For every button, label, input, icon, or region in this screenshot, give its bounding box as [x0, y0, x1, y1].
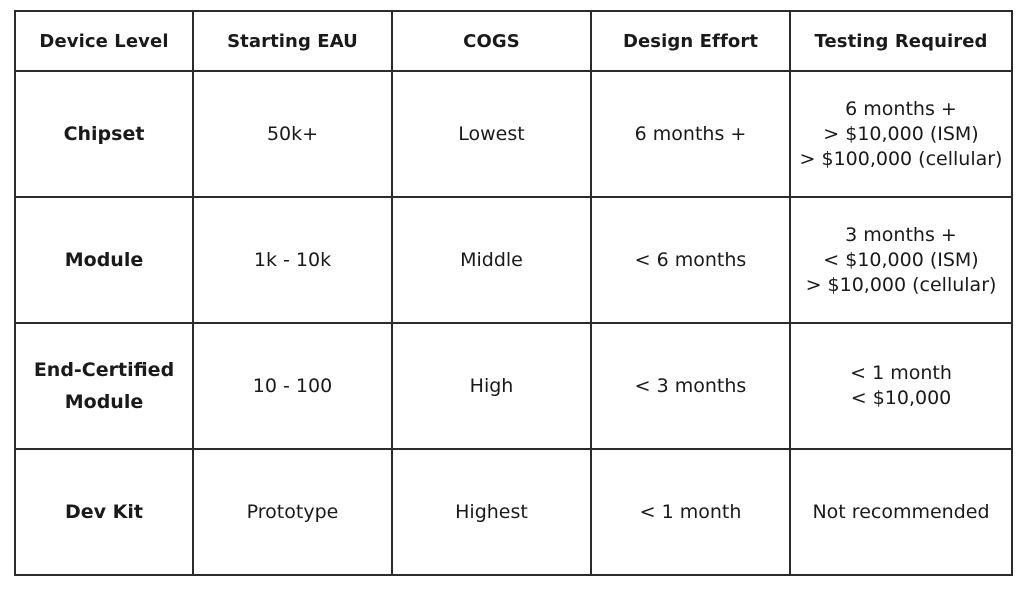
device-level-label: Chipset [63, 123, 145, 145]
device-level-label: Module [64, 249, 144, 271]
testing-required-cell: Not recommended [789, 448, 1013, 576]
device-level-cell: Dev Kit [14, 448, 194, 576]
testing-line: > $10,000 (ISM) [823, 122, 979, 145]
testing-line: < 1 month [850, 362, 952, 384]
comparison-table: Device Level Starting EAU COGS Design Ef… [14, 10, 1013, 576]
starting-eau-cell: Prototype [192, 448, 393, 576]
testing-line: < $10,000 [850, 387, 952, 409]
table-row: Module 1k - 10k Middle < 6 months 3 mont… [14, 196, 1013, 324]
header-design-effort: Design Effort [590, 10, 791, 72]
design-effort-cell: < 1 month [590, 448, 791, 576]
testing-line: < $10,000 (ISM) [823, 248, 979, 271]
testing-line: 3 months + [845, 223, 957, 246]
header-row: Device Level Starting EAU COGS Design Ef… [14, 10, 1013, 72]
header-testing-required: Testing Required [789, 10, 1013, 72]
cogs-cell: Highest [391, 448, 592, 576]
header-device-level: Device Level [14, 10, 194, 72]
testing-line: 6 months + [845, 97, 957, 120]
device-level-label: Module [64, 391, 144, 413]
table-row: Dev Kit Prototype Highest < 1 month Not … [14, 448, 1013, 576]
device-level-cell: Module [14, 196, 194, 324]
cogs-cell: High [391, 322, 592, 450]
starting-eau-cell: 10 - 100 [192, 322, 393, 450]
testing-required-cell: 3 months + < $10,000 (ISM) > $10,000 (ce… [789, 196, 1013, 324]
starting-eau-cell: 1k - 10k [192, 196, 393, 324]
device-level-cell: End-Certified Module [14, 322, 194, 450]
device-level-label: Dev Kit [65, 501, 143, 523]
testing-line: > $10,000 (cellular) [805, 273, 997, 296]
design-effort-cell: < 6 months [590, 196, 791, 324]
design-effort-cell: 6 months + [590, 70, 791, 198]
testing-line: Not recommended [812, 500, 990, 523]
header-cogs: COGS [391, 10, 592, 72]
cogs-cell: Lowest [391, 70, 592, 198]
header-starting-eau: Starting EAU [192, 10, 393, 72]
table-row: End-Certified Module 10 - 100 High < 3 m… [14, 322, 1013, 450]
testing-required-cell: 6 months + > $10,000 (ISM) > $100,000 (c… [789, 70, 1013, 198]
testing-line: > $100,000 (cellular) [799, 147, 1003, 170]
testing-required-cell: < 1 month < $10,000 [789, 322, 1013, 450]
device-level-cell: Chipset [14, 70, 194, 198]
device-level-label: End-Certified [33, 359, 175, 381]
cogs-cell: Middle [391, 196, 592, 324]
table-row: Chipset 50k+ Lowest 6 months + 6 months … [14, 70, 1013, 198]
design-effort-cell: < 3 months [590, 322, 791, 450]
starting-eau-cell: 50k+ [192, 70, 393, 198]
